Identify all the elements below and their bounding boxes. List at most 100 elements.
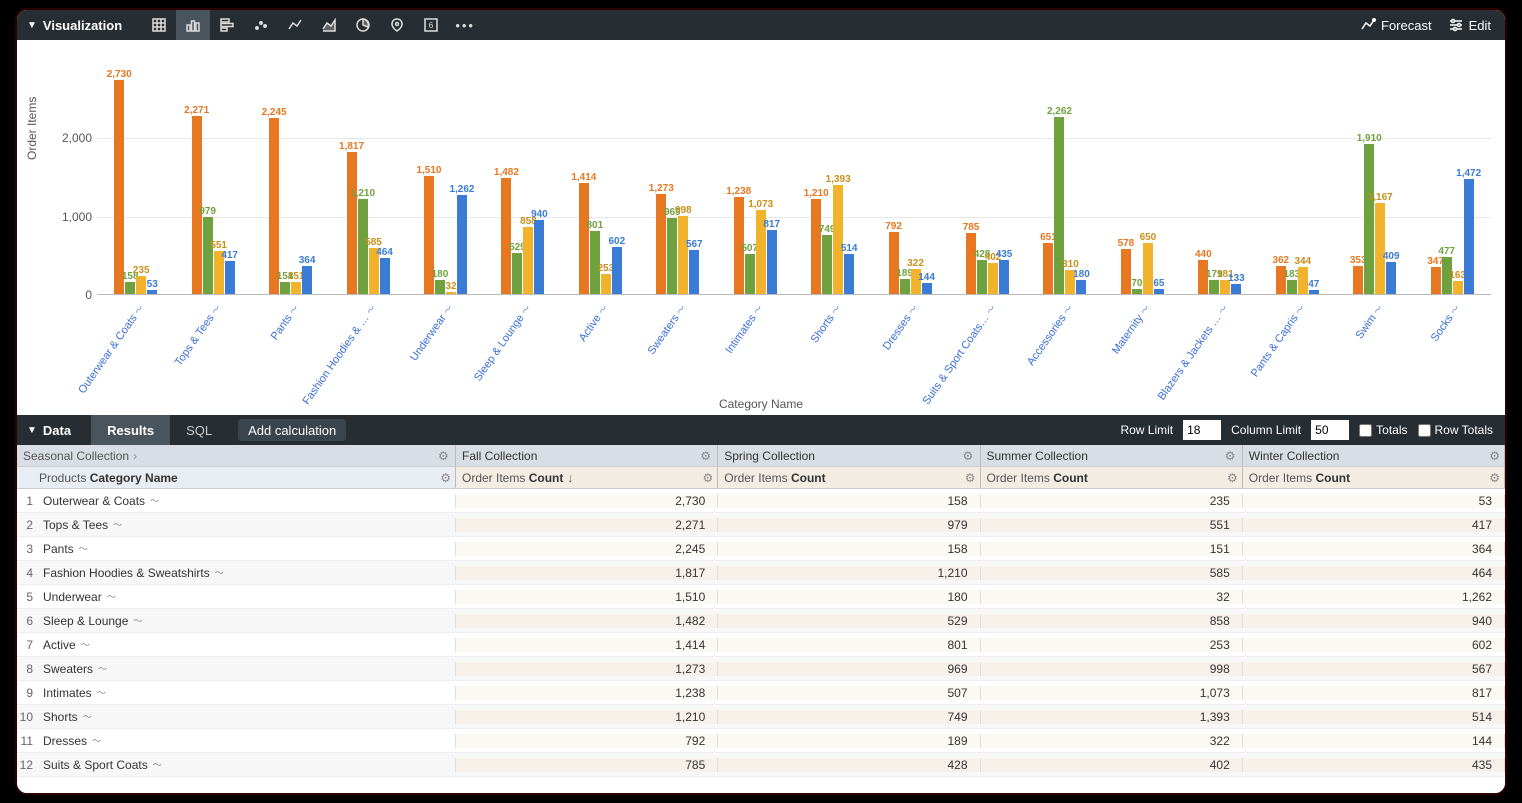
cell-value[interactable]: 858 xyxy=(981,614,1243,628)
cell-value[interactable]: 2,271 xyxy=(456,518,718,532)
chart-bar[interactable]: 32 xyxy=(446,292,456,295)
row-category-cell[interactable]: Active〜 xyxy=(39,638,456,652)
chart-bar[interactable]: 163 xyxy=(1453,281,1463,294)
chart-bar[interactable]: 435 xyxy=(999,260,1009,294)
chart-bar[interactable]: 180 xyxy=(1076,280,1086,294)
chart-bar[interactable]: 514 xyxy=(844,254,854,294)
cell-value[interactable]: 817 xyxy=(1243,686,1505,700)
viz-collapse-icon[interactable]: ▼ xyxy=(27,20,37,31)
chart-bar[interactable]: 464 xyxy=(380,258,390,294)
chart-bar[interactable]: 602 xyxy=(612,247,622,294)
chart-bar[interactable]: 158 xyxy=(280,282,290,294)
row-totals-checkbox[interactable]: Row Totals xyxy=(1418,423,1493,437)
gear-icon[interactable]: ⚙ xyxy=(1489,471,1500,485)
viz-scatter-icon[interactable] xyxy=(244,10,278,40)
chart-bar[interactable]: 1,482 xyxy=(501,178,511,294)
data-collapse-icon[interactable]: ▼ xyxy=(27,425,37,436)
x-axis-category[interactable]: Tops & Tees〜 xyxy=(172,302,224,368)
chart-bar[interactable]: 817 xyxy=(767,230,777,294)
measure-col-fall[interactable]: Order Items Count↓⚙ xyxy=(456,467,718,488)
cell-value[interactable]: 235 xyxy=(981,494,1243,508)
chart-bar[interactable]: 567 xyxy=(689,250,699,294)
chart-bar[interactable]: 792 xyxy=(889,232,899,294)
chart-bar[interactable]: 183 xyxy=(1287,280,1297,294)
cell-value[interactable]: 189 xyxy=(718,734,980,748)
chart-bar[interactable]: 749 xyxy=(822,235,832,294)
x-axis-category[interactable]: Accessories〜 xyxy=(1024,302,1076,368)
cell-value[interactable]: 1,210 xyxy=(718,566,980,580)
cell-value[interactable]: 464 xyxy=(1243,566,1505,580)
gear-icon[interactable]: ⚙ xyxy=(438,449,449,463)
cell-value[interactable]: 529 xyxy=(718,614,980,628)
row-category-cell[interactable]: Dresses〜 xyxy=(39,734,456,748)
chart-bar[interactable]: 1,817 xyxy=(347,152,357,294)
chart-bar[interactable]: 417 xyxy=(225,261,235,294)
gear-icon[interactable]: ⚙ xyxy=(1227,471,1238,485)
pivot-col-spring[interactable]: ⚙Spring Collection xyxy=(718,445,980,466)
gear-icon[interactable]: ⚙ xyxy=(965,471,976,485)
viz-line-icon[interactable] xyxy=(278,10,312,40)
x-axis-category[interactable]: Maternity〜 xyxy=(1110,302,1153,356)
cell-value[interactable]: 1,262 xyxy=(1243,590,1505,604)
chart-bar[interactable]: 578 xyxy=(1121,249,1131,294)
cell-value[interactable]: 144 xyxy=(1243,734,1505,748)
gear-icon[interactable]: ⚙ xyxy=(963,449,974,463)
cell-value[interactable]: 1,210 xyxy=(456,710,718,724)
cell-value[interactable]: 969 xyxy=(718,662,980,676)
cell-value[interactable]: 180 xyxy=(718,590,980,604)
chart-bar[interactable]: 353 xyxy=(1353,266,1363,294)
cell-value[interactable]: 2,730 xyxy=(456,494,718,508)
chart-bar[interactable]: 1,210 xyxy=(811,199,821,294)
tab-sql[interactable]: SQL xyxy=(170,415,228,445)
tab-results[interactable]: Results xyxy=(91,415,170,445)
row-category-cell[interactable]: Outerwear & Coats〜 xyxy=(39,494,456,508)
cell-value[interactable]: 32 xyxy=(981,590,1243,604)
chart-bar[interactable]: 979 xyxy=(203,217,213,294)
chart-bar[interactable]: 529 xyxy=(512,253,522,294)
edit-button[interactable]: Edit xyxy=(1448,17,1491,33)
cell-value[interactable]: 940 xyxy=(1243,614,1505,628)
gear-icon[interactable]: ⚙ xyxy=(1489,449,1500,463)
viz-table-icon[interactable] xyxy=(142,10,176,40)
chart-bar[interactable]: 785 xyxy=(966,233,976,294)
cell-value[interactable]: 1,273 xyxy=(456,662,718,676)
chart-bar[interactable]: 998 xyxy=(678,216,688,294)
chart-bar[interactable]: 364 xyxy=(302,266,312,295)
chart-bar[interactable]: 858 xyxy=(523,227,533,294)
viz-area-icon[interactable] xyxy=(312,10,346,40)
cell-value[interactable]: 1,238 xyxy=(456,686,718,700)
chart-bar[interactable]: 2,271 xyxy=(192,116,202,294)
chart-bar[interactable]: 179 xyxy=(1209,280,1219,294)
measure-col-winter[interactable]: Order Items Count⚙ xyxy=(1243,467,1505,488)
cell-value[interactable]: 1,482 xyxy=(456,614,718,628)
x-axis-category[interactable]: Sweaters〜 xyxy=(645,302,689,357)
cell-value[interactable]: 551 xyxy=(981,518,1243,532)
cell-value[interactable]: 151 xyxy=(981,542,1243,556)
x-axis-category[interactable]: Swim〜 xyxy=(1352,302,1385,341)
cell-value[interactable]: 435 xyxy=(1243,758,1505,772)
chart-bar[interactable]: 969 xyxy=(667,218,677,294)
cell-value[interactable]: 53 xyxy=(1243,494,1505,508)
cell-value[interactable]: 1,414 xyxy=(456,638,718,652)
row-category-cell[interactable]: Sleep & Lounge〜 xyxy=(39,614,456,628)
row-category-cell[interactable]: Sweaters〜 xyxy=(39,662,456,676)
row-category-cell[interactable]: Shorts〜 xyxy=(39,710,456,724)
totals-checkbox[interactable]: Totals xyxy=(1359,423,1407,437)
viz-more-icon[interactable]: ••• xyxy=(448,10,482,40)
row-category-cell[interactable]: Pants〜 xyxy=(39,542,456,556)
cell-value[interactable]: 785 xyxy=(456,758,718,772)
row-category-cell[interactable]: Fashion Hoodies & Sweatshirts〜 xyxy=(39,566,456,580)
chart-bar[interactable]: 133 xyxy=(1231,284,1241,294)
chart-bar[interactable]: 347 xyxy=(1431,267,1441,294)
row-category-cell[interactable]: Intimates〜 xyxy=(39,686,456,700)
chart-bar[interactable]: 65 xyxy=(1154,289,1164,294)
chart-bar[interactable]: 409 xyxy=(1386,262,1396,294)
x-axis-category[interactable]: Outerwear & Coats〜 xyxy=(75,302,146,396)
cell-value[interactable]: 158 xyxy=(718,494,980,508)
cell-value[interactable]: 514 xyxy=(1243,710,1505,724)
pivot-col-summer[interactable]: ⚙Summer Collection xyxy=(981,445,1243,466)
chart-bar[interactable]: 402 xyxy=(988,263,998,294)
chart-bar[interactable]: 235 xyxy=(136,276,146,294)
cell-value[interactable]: 1,073 xyxy=(981,686,1243,700)
chart-bar[interactable]: 651 xyxy=(1043,243,1053,294)
